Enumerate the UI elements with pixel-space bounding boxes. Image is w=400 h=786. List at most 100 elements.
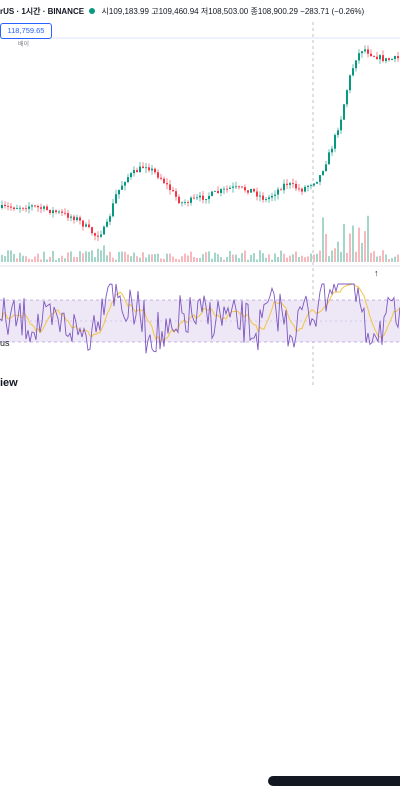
candle-body bbox=[112, 203, 114, 217]
volume-bar bbox=[172, 256, 174, 262]
candle-body bbox=[379, 55, 381, 60]
candle-body bbox=[262, 195, 264, 200]
chart-canvas[interactable] bbox=[0, 0, 400, 400]
volume-bar bbox=[259, 250, 261, 262]
scroll-up-arrow-icon[interactable]: ↑ bbox=[374, 268, 379, 278]
candle-body bbox=[73, 216, 75, 221]
volume-bar bbox=[322, 217, 324, 262]
volume-bar bbox=[325, 233, 327, 262]
candle-body bbox=[103, 226, 105, 235]
candle-body bbox=[46, 206, 48, 210]
volume-bar bbox=[25, 256, 27, 262]
candle-body bbox=[199, 195, 201, 198]
candle-body bbox=[55, 210, 57, 213]
volume-bar bbox=[382, 250, 384, 262]
volume-bar bbox=[55, 259, 57, 262]
volume-bar bbox=[262, 253, 264, 262]
candle-body bbox=[175, 191, 177, 197]
candle-body bbox=[226, 188, 228, 190]
rsi-ma-line bbox=[0, 283, 400, 344]
candle-body bbox=[292, 183, 294, 184]
candle-body bbox=[193, 197, 195, 199]
candle-body bbox=[106, 221, 108, 227]
volume-bar bbox=[274, 253, 276, 262]
candle-body bbox=[40, 207, 42, 209]
candle-body bbox=[256, 191, 258, 197]
volume-bar bbox=[43, 251, 45, 262]
volume-bar bbox=[331, 250, 333, 262]
volume-bar bbox=[52, 250, 54, 262]
candle-body bbox=[301, 188, 303, 192]
candle-body bbox=[334, 134, 336, 149]
candle-body bbox=[214, 190, 216, 192]
volume-bar bbox=[271, 259, 273, 262]
volume-bar bbox=[142, 252, 144, 262]
volume-bar bbox=[328, 256, 330, 262]
bottom-dark-panel[interactable] bbox=[268, 776, 400, 786]
candle-body bbox=[19, 207, 21, 209]
volume-bar bbox=[124, 251, 126, 262]
volume-bar bbox=[88, 251, 90, 262]
candle-body bbox=[67, 213, 69, 218]
volume-bar bbox=[268, 254, 270, 262]
candle-body bbox=[361, 51, 363, 54]
candle-body bbox=[10, 206, 12, 208]
volume-bar bbox=[94, 257, 96, 262]
volume-bar bbox=[136, 256, 138, 262]
candle-body bbox=[139, 166, 141, 173]
volume-bar bbox=[16, 258, 18, 262]
volume-bar bbox=[133, 252, 135, 262]
volume-bar bbox=[151, 254, 153, 262]
candle-body bbox=[325, 164, 327, 172]
candle-body bbox=[229, 187, 231, 189]
candle-body bbox=[25, 208, 27, 210]
volume-bar bbox=[118, 251, 120, 262]
volume-bar bbox=[187, 255, 189, 262]
market-status-dot-icon bbox=[89, 8, 96, 14]
volume-bar bbox=[319, 250, 321, 262]
volume-bar bbox=[253, 253, 255, 262]
candle-body bbox=[349, 75, 351, 91]
volume-bar bbox=[82, 253, 84, 262]
volume-bar bbox=[205, 252, 207, 262]
symbol-name[interactable]: rUS · 1시간 · BINANCE bbox=[0, 7, 85, 16]
volume-bar bbox=[148, 254, 150, 262]
volume-bar bbox=[298, 256, 300, 262]
volume-bar bbox=[379, 255, 381, 262]
volume-bar bbox=[232, 254, 234, 262]
candle-body bbox=[268, 197, 270, 200]
candle-body bbox=[130, 173, 132, 178]
candle-body bbox=[286, 183, 288, 185]
candle-body bbox=[76, 217, 78, 221]
chart-header: rUS · 1시간 · BINANCE 시109,183.99 고109,460… bbox=[0, 0, 400, 22]
candle-body bbox=[4, 204, 6, 206]
candle-body bbox=[337, 130, 339, 135]
volume-bar bbox=[139, 257, 141, 262]
candle-body bbox=[328, 152, 330, 165]
candle-body bbox=[79, 217, 81, 221]
candle-body bbox=[154, 168, 156, 173]
volume-bar bbox=[130, 256, 132, 262]
candle-body bbox=[133, 170, 135, 174]
candle-body bbox=[16, 208, 18, 210]
volume-bar bbox=[316, 253, 318, 262]
volume-bar bbox=[346, 252, 348, 262]
candle-body bbox=[208, 195, 210, 200]
candle-body bbox=[136, 170, 138, 173]
volume-bar bbox=[217, 254, 219, 262]
candle-body bbox=[7, 205, 9, 207]
rsi-line bbox=[0, 283, 400, 354]
candle-body bbox=[124, 182, 126, 186]
volume-bar bbox=[40, 259, 42, 262]
volume-bar bbox=[364, 231, 366, 262]
volume-bar bbox=[289, 255, 291, 262]
candle-body bbox=[289, 183, 291, 185]
volume-bar bbox=[244, 250, 246, 262]
candle-body bbox=[163, 178, 165, 184]
high-value: 109,460.94 bbox=[158, 7, 199, 16]
open-value: 109,183.99 bbox=[108, 7, 149, 16]
volume-bar bbox=[145, 257, 147, 262]
volume-bar bbox=[373, 251, 375, 262]
chart-stage[interactable] bbox=[0, 0, 400, 400]
volume-bar bbox=[208, 251, 210, 262]
